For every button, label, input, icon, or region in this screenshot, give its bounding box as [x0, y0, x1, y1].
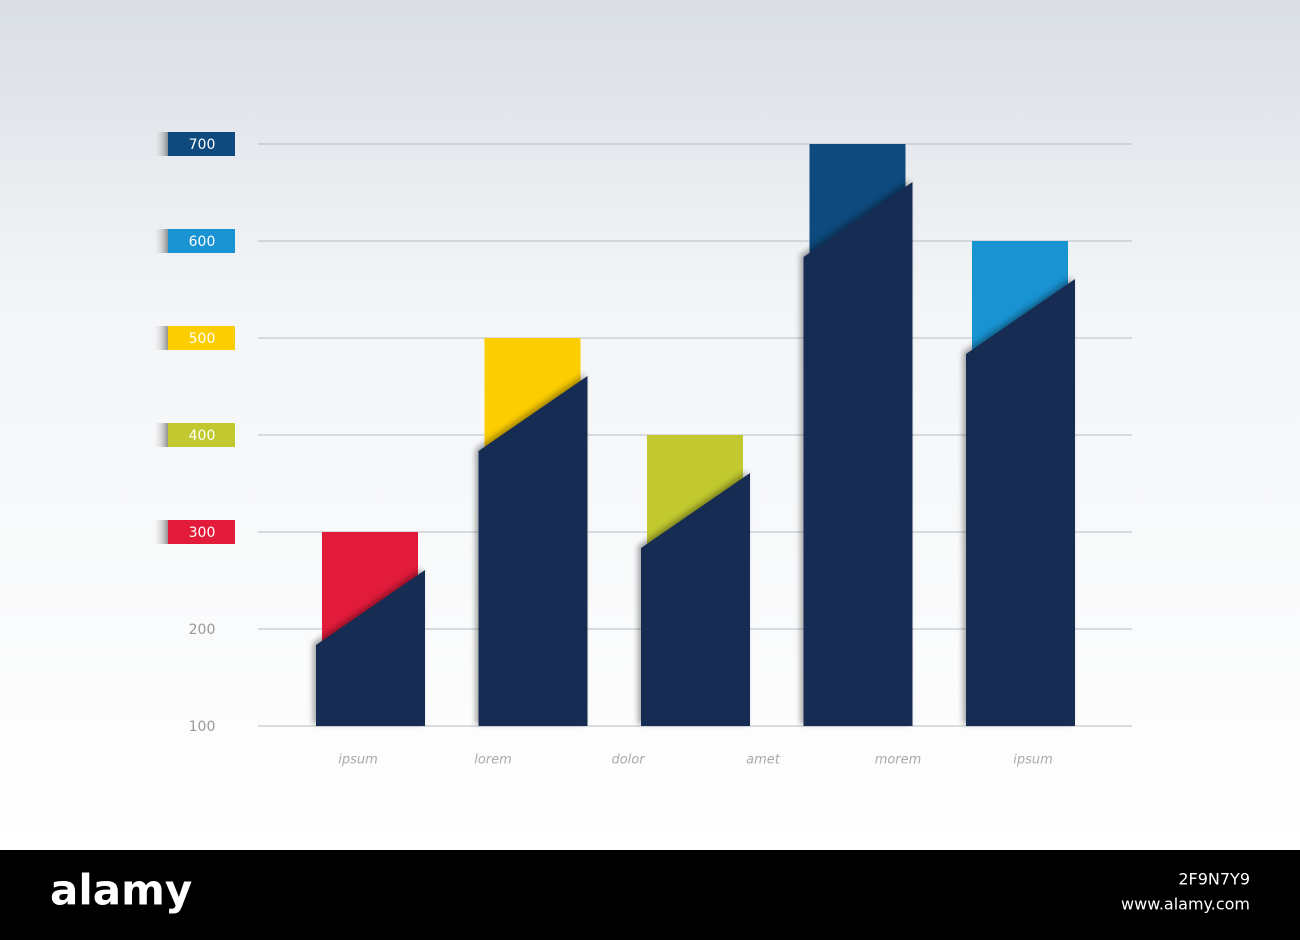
y-tick-label: 700 [189, 137, 216, 153]
tick-badge [168, 520, 235, 544]
x-label: amet [746, 753, 781, 768]
tick-badge-shadow [152, 326, 170, 350]
x-label: dolor [611, 753, 646, 768]
bar-body [966, 279, 1075, 726]
y-tick-label: 500 [189, 331, 216, 347]
bar-body [478, 376, 588, 726]
bar-body [803, 182, 913, 726]
y-tick-label: 100 [189, 719, 216, 735]
y-tick-label: 600 [189, 234, 216, 250]
x-label: ipsum [338, 753, 378, 768]
footer-brand: alamy [50, 866, 192, 915]
tick-badge [168, 132, 235, 156]
tick-badge-shadow [152, 520, 170, 544]
plot: 100 200 300 400 500 600 700 ipsum lorem dolor amet… [152, 132, 1132, 768]
y-tick-label: 200 [189, 622, 216, 638]
x-label: ipsum [1013, 753, 1053, 768]
footer-image-id: 2F9N7Y9 [1178, 870, 1250, 889]
tick-badge [168, 229, 235, 253]
tick-badge-shadow [152, 229, 170, 253]
footer-url: www.alamy.com [1121, 895, 1250, 914]
tick-badge [168, 326, 235, 350]
footer-bar [0, 850, 1300, 940]
y-tick-label: 400 [189, 428, 216, 444]
x-label: lorem [474, 753, 512, 768]
bar-body [316, 570, 425, 726]
tick-badge-shadow [152, 132, 170, 156]
y-tick-label: 300 [189, 525, 216, 541]
x-label: morem [875, 753, 922, 768]
tick-badge [168, 423, 235, 447]
bar-body [641, 473, 750, 726]
tick-badge-shadow [152, 423, 170, 447]
